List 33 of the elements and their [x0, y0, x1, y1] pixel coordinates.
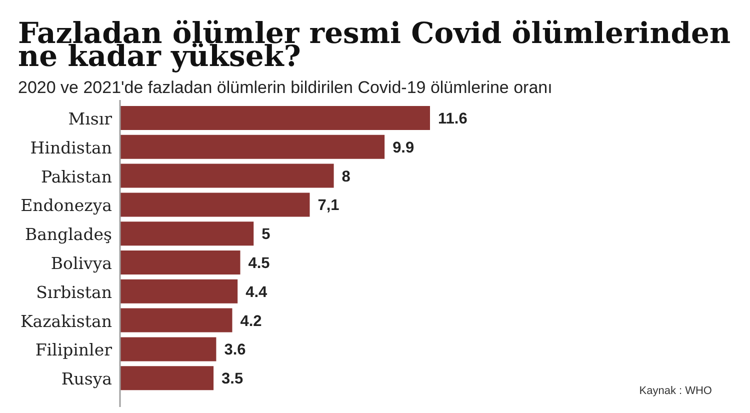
data-label: 4.4	[246, 284, 268, 301]
bar	[120, 106, 430, 130]
bar	[120, 222, 254, 246]
bar	[120, 308, 232, 332]
data-label: 4.2	[240, 312, 262, 330]
bar	[120, 164, 334, 188]
bar	[120, 279, 238, 304]
y-tick-label: Rusya	[61, 370, 112, 389]
bar	[120, 250, 240, 274]
y-tick-label: Kazakistan	[20, 312, 112, 331]
data-label: 3.6	[224, 342, 246, 359]
data-label: 4.5	[248, 255, 270, 272]
bar	[120, 134, 385, 159]
text: Kaynak : WHO	[639, 385, 712, 397]
chart-title: Fazladan ölümler resmi Covid ölümlerinden ne kadar yüksek?	[18, 16, 732, 73]
y-tick-label: Bolivya	[50, 254, 112, 273]
bar	[120, 192, 310, 217]
data-label: 9.9	[392, 139, 414, 156]
data-label: 3.5	[222, 370, 244, 388]
y-tick-label: Bangladeş	[24, 225, 112, 244]
bar	[120, 366, 214, 390]
data-label: 7,1	[318, 197, 340, 214]
y-tick-label: Hindistan	[30, 138, 112, 158]
data-label: 8	[342, 168, 351, 186]
data-label: 11.6	[438, 110, 468, 128]
y-tick-label: Pakistan	[40, 167, 112, 186]
chart-subtitle: 2020 ve 2021'de fazladan ölümlerin bildirilen Covid-19 ölümlerine oranı	[18, 78, 552, 98]
y-tick-label: Filipinler	[35, 340, 112, 360]
y-tick-label: Sırbistan	[36, 282, 112, 302]
bar	[120, 337, 216, 362]
y-tick-label: Mısır	[68, 109, 112, 128]
y-tick-label: Endonezya	[20, 196, 112, 216]
data-label: 5	[262, 226, 271, 244]
